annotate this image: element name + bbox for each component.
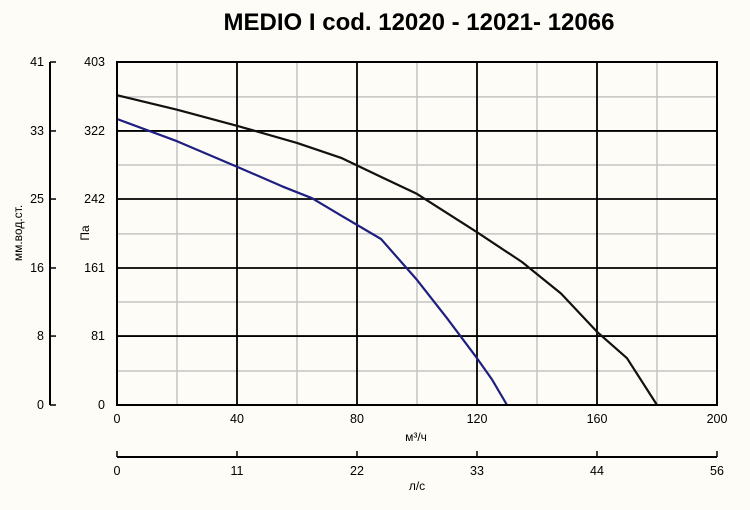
y2-tick-label: 25 [30, 192, 44, 206]
x-tick-label: 200 [707, 412, 728, 426]
y2-axis-label: мм.вод.ст. [11, 205, 25, 261]
y-tick-label: 403 [84, 55, 105, 69]
y2-tick-label: 41 [30, 55, 44, 69]
minor-grid [117, 62, 717, 405]
y-axis-label: Па [78, 225, 92, 241]
x2-axis-label: л/с [409, 479, 425, 493]
x2-tick-label: 33 [470, 464, 484, 478]
y2-tick-label: 16 [30, 261, 44, 275]
x-tick-label: 40 [230, 412, 244, 426]
y-tick-label: 161 [84, 261, 105, 275]
x2-tick-label: 11 [231, 464, 244, 478]
y-tick-label: 242 [84, 192, 105, 206]
x-tick-label: 120 [467, 412, 488, 426]
x-tick-label: 0 [114, 412, 121, 426]
y2-tick-label: 0 [37, 398, 44, 412]
y-tick-label: 0 [98, 398, 105, 412]
series-line-2 [116, 117, 508, 406]
plot-frame [116, 61, 718, 406]
y-tick-label: 322 [84, 124, 105, 138]
x2-tick-label: 44 [590, 464, 604, 478]
series-layer [116, 94, 658, 406]
x2-tick-label: 56 [710, 464, 724, 478]
tick-labels: 0 81 161 242 322 403 0 8 16 25 33 41 0 40 80 120 160 200 0… [30, 55, 727, 478]
y2-tick-label: 33 [30, 124, 44, 138]
chart-title: MEDIO I cod. 12020 - 12021- 12066 [224, 9, 615, 36]
x2-tick-label: 0 [114, 464, 121, 478]
series-line-1 [116, 94, 658, 406]
x2-tick-label: 22 [350, 464, 364, 478]
x-tick-label: 80 [350, 412, 364, 426]
x-tick-label: 160 [587, 412, 608, 426]
y-tick-label: 81 [91, 329, 105, 343]
y2-tick-label: 8 [37, 329, 44, 343]
axes-layer [49, 61, 718, 458]
x-axis-label: м³/ч [405, 430, 427, 444]
